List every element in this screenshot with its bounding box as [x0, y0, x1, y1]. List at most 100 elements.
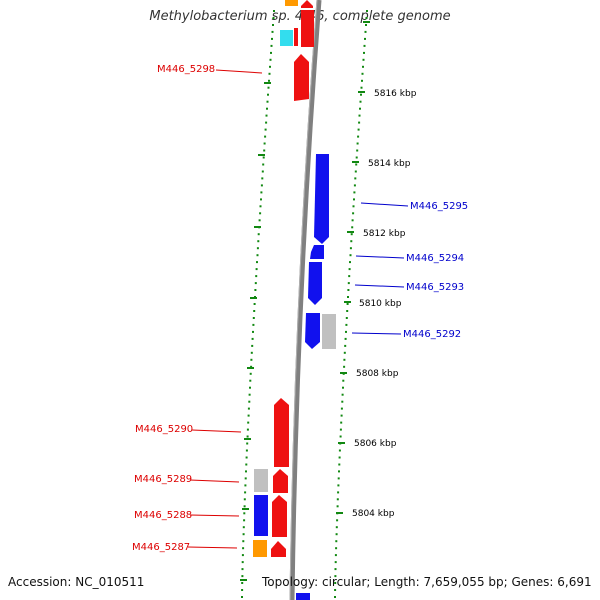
guide-dot — [267, 86, 270, 89]
guide-dot — [350, 233, 353, 236]
topology-text: Topology: circular; Length: 7,659,055 bp… — [262, 575, 592, 589]
genome-backbone — [289, 0, 322, 600]
guide-dot — [354, 177, 357, 180]
guide-dot — [272, 24, 274, 26]
guide-dot — [356, 149, 359, 152]
tick-mark — [240, 579, 247, 581]
guide-dot — [364, 30, 367, 33]
guide-dot — [340, 421, 343, 424]
guide-dot — [340, 414, 343, 417]
guide-dot — [254, 282, 257, 285]
scale-label: 5804 kbp — [352, 509, 395, 519]
guide-dot — [352, 212, 355, 215]
gene-orange — [253, 540, 267, 557]
guide-dot — [337, 491, 340, 494]
scale-ticks — [240, 21, 370, 581]
guide-dot — [345, 323, 348, 326]
gene-label: M446_5289 — [134, 474, 192, 485]
gene-label: M446_5294 — [406, 253, 464, 264]
guide-dot — [264, 135, 267, 138]
guide-dot — [247, 421, 250, 424]
guide-dot — [344, 337, 347, 340]
tick-mark — [264, 82, 271, 84]
guide-dot — [251, 337, 254, 340]
guide-dot — [261, 177, 264, 180]
guide-dot — [353, 191, 356, 194]
gene-forward — [274, 398, 289, 467]
guide-dot — [353, 184, 356, 187]
guide-dot — [263, 142, 266, 145]
guide-dot — [349, 261, 351, 264]
guide-dot — [353, 198, 355, 201]
guide-dot — [363, 51, 365, 54]
guide-dot — [265, 114, 268, 117]
guide-dot — [364, 37, 366, 40]
guide-dot — [351, 219, 354, 222]
genes — [253, 0, 336, 600]
gene-forward — [301, 0, 313, 8]
guide-dot — [343, 351, 346, 354]
guide-dot — [259, 212, 262, 215]
scale-label: 5816 kbp — [374, 89, 417, 99]
guide-dot — [264, 128, 267, 131]
guide-dot — [351, 226, 354, 229]
tick-mark — [258, 154, 265, 156]
guide-dot — [336, 498, 339, 501]
guide-dot — [261, 170, 264, 173]
guide-dot — [270, 44, 273, 47]
guide-dot — [258, 219, 261, 222]
guide-dot — [360, 86, 363, 89]
guide-dot — [241, 554, 244, 557]
guide-dot — [339, 428, 342, 431]
gene-label: M446_5287 — [132, 542, 190, 553]
guide-dot — [338, 449, 341, 452]
guide-dot — [361, 79, 363, 82]
guide-dot — [341, 393, 344, 396]
guide-dot — [336, 519, 339, 522]
guide-dot — [358, 114, 361, 117]
leader-line — [189, 479, 240, 483]
gene-orange — [285, 0, 298, 6]
guide-dot — [242, 547, 245, 550]
dotted-guide-lines — [241, 10, 368, 598]
tick-mark — [254, 226, 261, 228]
gene-labels: M446_5298 M446_5290 M446_5289 M446_5288 … — [132, 64, 468, 553]
guide-dot — [250, 365, 253, 368]
tick-mark — [338, 442, 345, 444]
guide-dot — [338, 463, 341, 466]
guide-dot — [272, 17, 275, 19]
leader-line — [360, 202, 409, 207]
guide-dot — [252, 317, 255, 319]
guide-dot — [241, 561, 244, 564]
gene-label: M446_5295 — [410, 201, 468, 212]
guide-dot — [271, 30, 274, 33]
guide-dot — [354, 170, 357, 173]
guide-dot — [344, 344, 347, 347]
guide-dot — [268, 79, 270, 82]
guide-dot — [260, 184, 263, 187]
guide-dot — [335, 547, 338, 550]
guide-dot — [251, 344, 254, 347]
guide-dot — [241, 589, 244, 591]
guide-dot — [263, 149, 266, 152]
guide-dot — [241, 568, 244, 571]
guide-dot — [248, 393, 251, 396]
guide-dot — [346, 303, 349, 305]
guide-dot — [360, 93, 362, 96]
tick-mark — [247, 367, 254, 369]
guide-dot — [254, 289, 257, 291]
guide-dot — [335, 526, 338, 529]
guide-dot — [265, 121, 268, 124]
guide-dot — [266, 107, 268, 110]
guide-dot — [244, 484, 247, 487]
guide-dot — [350, 240, 353, 243]
guide-dot — [362, 58, 365, 61]
gene-label: M446_5293 — [406, 282, 464, 293]
gene-reverse-block — [254, 495, 268, 536]
guide-dot — [248, 400, 251, 403]
guide-dot — [256, 261, 258, 264]
guide-dot — [267, 93, 269, 96]
guide-dot — [348, 268, 351, 271]
guide-dot — [334, 568, 337, 571]
